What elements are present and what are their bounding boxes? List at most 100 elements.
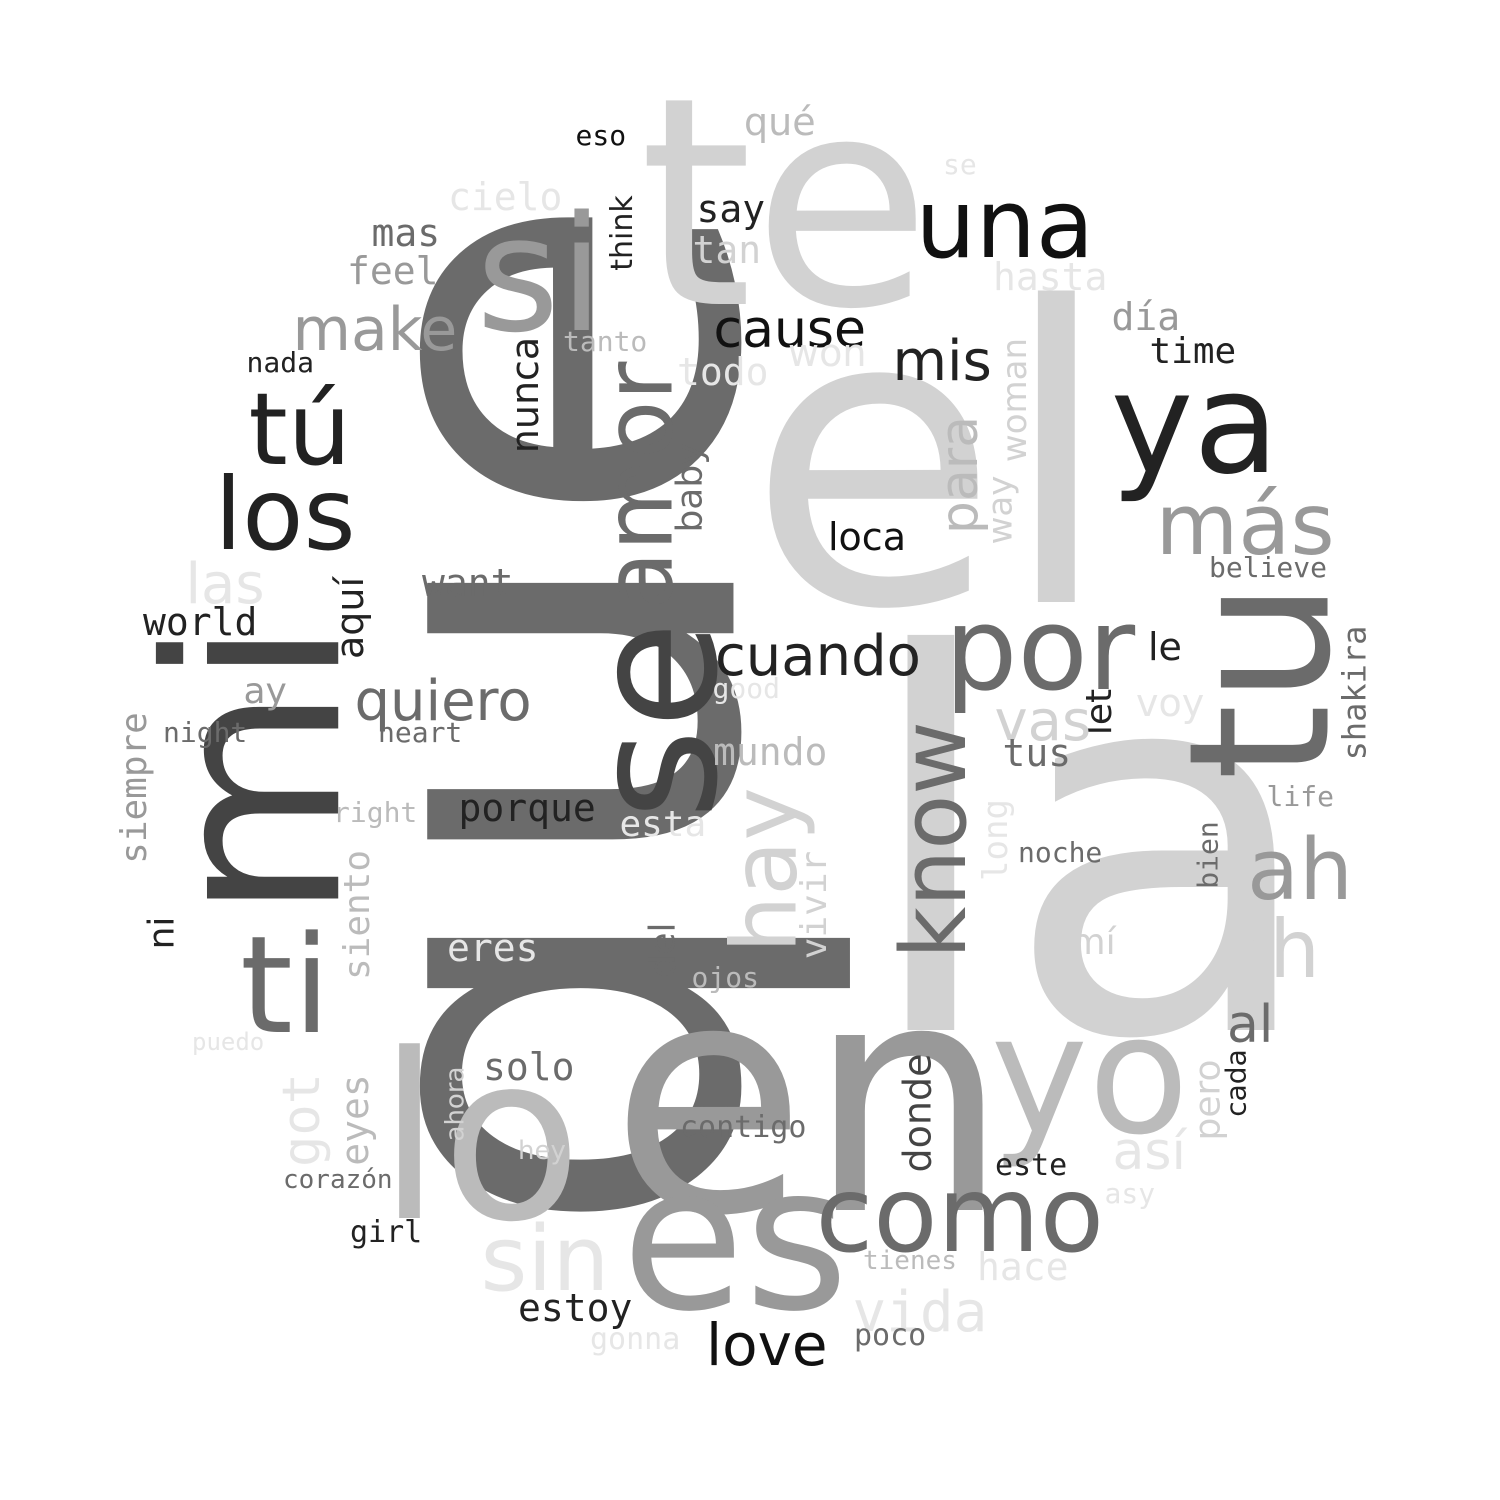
word-39: world [143, 600, 258, 644]
word-22: know [881, 721, 987, 959]
word-16: tú [248, 371, 352, 488]
word-1: la [858, 547, 1322, 1153]
word-104: poco [854, 1318, 927, 1353]
word-17: ti [240, 906, 331, 1064]
word-25: ah [1247, 820, 1353, 920]
word-37: las [185, 552, 265, 617]
word-95: contigo [680, 1110, 807, 1145]
word-13: una [915, 169, 1095, 280]
word-97: este [995, 1148, 1068, 1183]
word-35: love [706, 1311, 828, 1379]
word-88: got [271, 1073, 332, 1167]
word-28: cuando [715, 624, 921, 689]
word-89: eyes [332, 1074, 377, 1166]
word-12: ya [1110, 343, 1280, 506]
word-100: cada [1219, 1049, 1253, 1117]
word-5: te [639, 36, 932, 373]
word-72: día [1111, 295, 1181, 339]
word-11: si [476, 181, 604, 368]
word-87: good [712, 672, 780, 705]
word-38: aquí [328, 576, 373, 660]
word-60: mí [1070, 922, 1116, 963]
word-2: el [747, 221, 1114, 699]
word-33: cause [713, 300, 867, 360]
word-40: ay [243, 671, 287, 712]
word-27: make [292, 295, 458, 365]
word-20: sin [480, 1207, 610, 1312]
word-61: al [1227, 995, 1274, 1055]
word-68: tus [1002, 731, 1072, 775]
word-55: siento [337, 849, 379, 981]
word-26: eh [1220, 903, 1320, 996]
word-102: hace [977, 1245, 1069, 1289]
word-101: asy [1104, 1177, 1156, 1210]
word-93: girl [350, 1215, 423, 1250]
word-59: noche [1018, 836, 1103, 869]
word-105: estoy [518, 1286, 633, 1330]
word-54: esta [619, 804, 707, 845]
word-34: loca [828, 515, 906, 559]
word-15: los [214, 456, 356, 573]
word-53: mundo [713, 730, 828, 774]
word-96: donde [894, 1053, 939, 1173]
word-18: yo [990, 978, 1190, 1171]
word-48: baby [669, 443, 711, 533]
word-36: vida [852, 1280, 988, 1345]
word-46: porque [458, 786, 596, 830]
word-19: como [815, 1153, 1105, 1276]
word-107: puedo [192, 1028, 265, 1056]
word-7: lo [377, 1006, 583, 1273]
word-84: eso [575, 119, 627, 152]
word-85: qué [744, 100, 816, 144]
word-57: del [642, 922, 684, 978]
word-14: por [944, 582, 1136, 717]
word-92: corazón [283, 1165, 393, 1195]
word-29: quiero [354, 669, 532, 734]
word-94: solo [483, 1045, 575, 1089]
word-4: en [610, 914, 1010, 1286]
word-52: vivir [794, 850, 836, 960]
word-78: mas [371, 211, 441, 255]
word-67: vas [994, 689, 1092, 754]
word-41: night [163, 716, 248, 749]
word-32: mis [892, 329, 992, 394]
word-71: time [1149, 331, 1237, 372]
word-83: cielo [448, 175, 563, 219]
word-75: todo [677, 350, 769, 394]
word-66: voy [1136, 681, 1205, 725]
word-63: life [1266, 780, 1334, 813]
word-45: ni [140, 916, 182, 950]
word-30: nunca [503, 336, 548, 454]
word-43: heart [378, 716, 463, 749]
word-74: won [788, 331, 867, 375]
word-70: believe [1209, 551, 1328, 584]
word-62: bien [1191, 821, 1225, 889]
word-91: hey [518, 1136, 566, 1166]
word-90: ahora [439, 1066, 470, 1142]
word-49: way [979, 475, 1020, 545]
word-64: shakira [1334, 625, 1373, 761]
word-50: woman [995, 337, 1036, 463]
word-106: gonna [590, 1322, 681, 1357]
word-58: ojos [691, 961, 759, 994]
word-98: así [1112, 1122, 1186, 1182]
word-82: think [604, 195, 640, 271]
word-44: right [333, 796, 418, 829]
word-9: tu [1146, 579, 1374, 781]
word-69: le [1148, 625, 1182, 669]
word-31: para [930, 415, 991, 535]
word-80: tan [692, 228, 762, 272]
word-56: eres [447, 926, 539, 970]
word-76: tanto [563, 325, 648, 358]
word-24: más [1155, 475, 1335, 575]
word-51: long [975, 799, 1016, 881]
word-81: say [696, 187, 766, 231]
word-86: se [943, 148, 977, 181]
word-47: want [422, 561, 514, 605]
word-103: tienes [863, 1246, 957, 1276]
word-73: hasta [993, 255, 1108, 299]
word-8: es [621, 1123, 849, 1356]
word-77: nada [246, 346, 314, 379]
word-79: feel [347, 249, 439, 293]
